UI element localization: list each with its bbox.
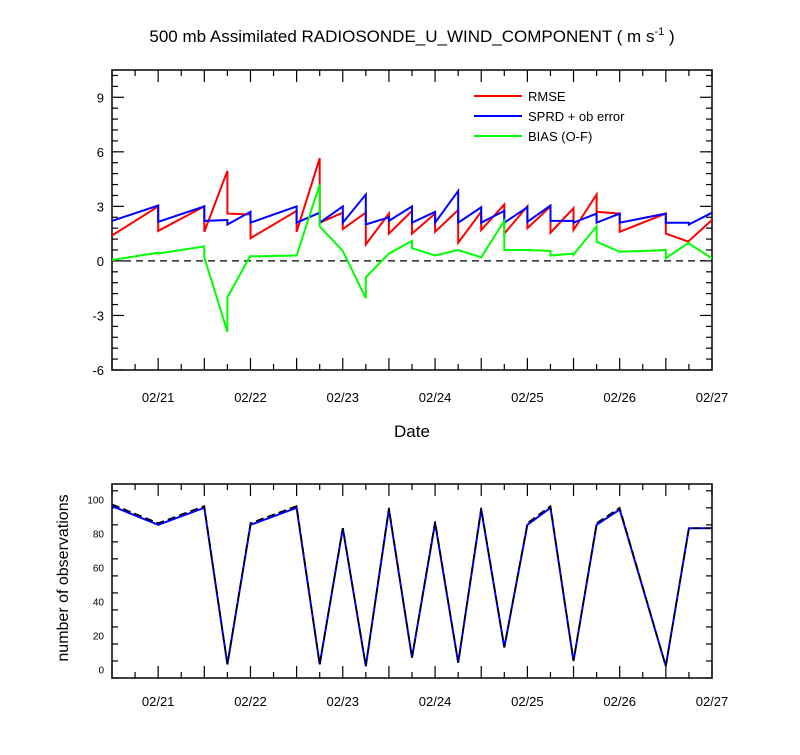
top-x-tick-label: 02/21 [142,390,175,405]
bottom-x-tick-label: 02/23 [326,694,359,709]
top-x-tick-label: 02/24 [419,390,452,405]
top-y-tick-label: 6 [97,145,104,160]
series-line-obs_dash [111,503,712,667]
bottom-y-tick-label: 20 [93,631,105,642]
top-x-tick-label: 02/23 [326,390,359,405]
bottom-x-tick-label: 02/24 [419,694,452,709]
y-axis-label-observations: number of observations [55,494,72,661]
bottom-x-tick-label: 02/22 [234,694,267,709]
top-x-tick-label: 02/27 [696,390,729,405]
series-line-sprd [111,187,713,227]
bottom-x-tick-label: 02/26 [603,694,636,709]
bottom-y-tick-label: 0 [98,665,104,676]
bottom-y-tick-label: 60 [93,563,105,574]
plot-bottom: 0 20 40 60 80 100 02/21 02/22 02/23 02/24 02/25 02/… [87,483,729,709]
chart-title-main: 500 mb Assimilated RADIOSONDE_U_WIND_COM… [149,27,654,46]
bottom-y-tick-label: 40 [93,597,105,608]
top-x-tick-label: 02/22 [234,390,267,405]
top-y-tick-label: 3 [97,199,104,214]
chart-title-end: ) [664,27,674,46]
bottom-y-tick-label: 80 [93,529,105,540]
top-y-tick-label: -3 [92,308,104,323]
top-y-tick-label: 9 [97,90,104,105]
bottom-x-tick-label: 02/21 [142,694,175,709]
legend-label-sprd: SPRD + ob error [528,109,625,124]
series-line-obs_solid [111,505,712,667]
chart-title: 500 mb Assimilated RADIOSONDE_U_WIND_COM… [149,26,674,46]
top-x-tick-label: 02/25 [511,390,544,405]
legend-label-bias: BIAS (O-F) [528,129,592,144]
top-x-tick-label: 02/26 [603,390,636,405]
bottom-x-tick-label: 02/27 [696,694,729,709]
x-axis-label: Date [394,422,430,441]
series-line-rmse [111,157,713,248]
series-line-bias [111,184,713,333]
top-y-tick-label: 0 [97,254,104,269]
plot-top: -6 -3 0 3 6 9 02/21 02/22 02/23 02/24 02/25 02/26 02… [92,69,729,405]
bottom-frame [111,483,713,679]
top-y-tick-label: -6 [92,363,104,378]
bottom-y-tick-label: 100 [87,495,104,506]
chart-title-superscript: -1 [654,26,664,38]
legend-label-rmse: RMSE [528,89,566,104]
bottom-x-tick-label: 02/25 [511,694,544,709]
